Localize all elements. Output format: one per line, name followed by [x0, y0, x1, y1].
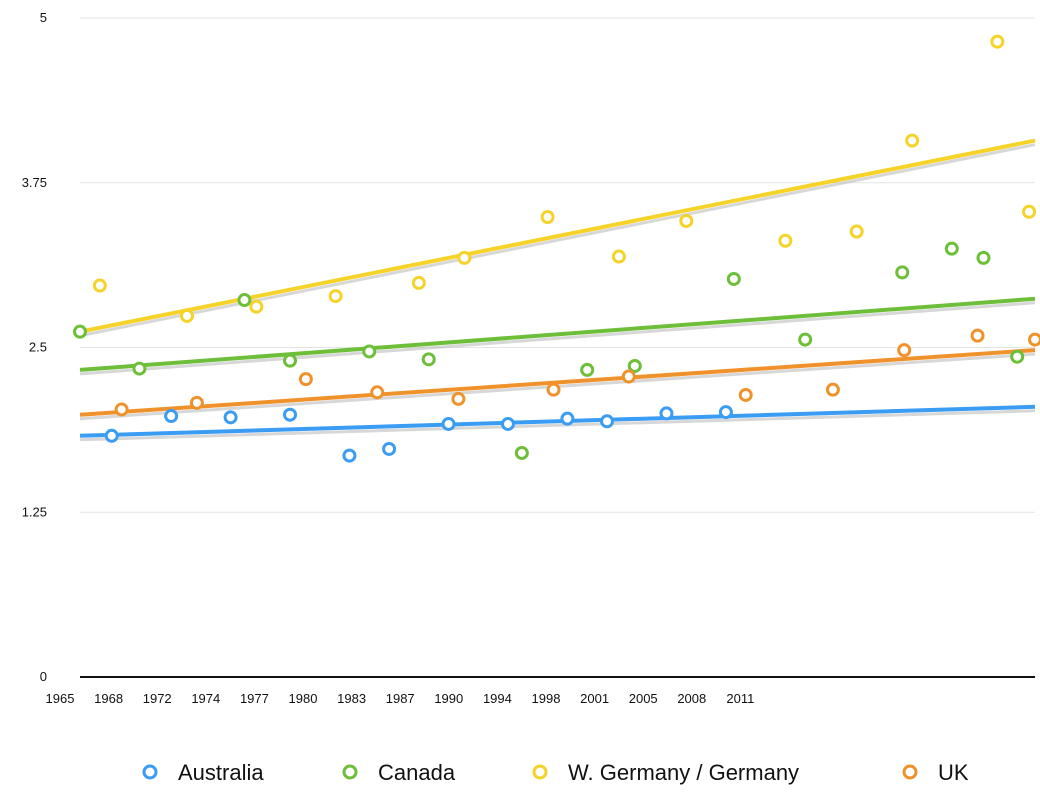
point-uk [972, 330, 983, 341]
point-australia [661, 408, 672, 419]
y-tick-label: 3.75 [22, 175, 47, 190]
point-canada [946, 243, 957, 254]
point-uk [300, 374, 311, 385]
point-uk [116, 404, 127, 415]
point-uk [548, 384, 559, 395]
point-w-germany-germany [330, 291, 341, 302]
point-uk [740, 389, 751, 400]
point-uk [453, 393, 464, 404]
point-uk [372, 387, 383, 398]
x-tick-labels: 1965 1968 1972 1974 1977 1980 1983 1987 1990 1994… [46, 691, 755, 706]
point-canada [285, 355, 296, 366]
point-uk [827, 384, 838, 395]
point-canada [423, 354, 434, 365]
legend-item-uk: UK [904, 760, 969, 785]
point-canada [800, 334, 811, 345]
x-tick-label: 1987 [386, 691, 415, 706]
legend-item-canada: Canada [344, 760, 456, 785]
point-uk [899, 345, 910, 356]
point-canada [629, 360, 640, 371]
point-australia [344, 450, 355, 461]
point-w-germany-germany [992, 36, 1003, 47]
legend-item-w-germany-germany: W. Germany / Germany [534, 760, 799, 785]
x-tick-label: 1983 [337, 691, 366, 706]
point-w-germany-germany [851, 226, 862, 237]
point-australia [166, 411, 177, 422]
y-tick-label: 2.5 [29, 340, 47, 355]
x-tick-label: 1977 [240, 691, 269, 706]
point-w-germany-germany [413, 277, 424, 288]
trendline-w-germany-germany [80, 141, 1035, 332]
point-w-germany-germany [1024, 206, 1035, 217]
point-w-germany-germany [459, 252, 470, 263]
legend-label: Canada [378, 760, 456, 785]
point-w-germany-germany [907, 135, 918, 146]
point-canada [364, 346, 375, 357]
legend-marker [344, 766, 356, 778]
point-canada [582, 364, 593, 375]
point-w-germany-germany [542, 212, 553, 223]
point-australia [384, 443, 395, 454]
legend-label: Australia [178, 760, 264, 785]
point-uk [623, 371, 634, 382]
point-australia [285, 409, 296, 420]
point-australia [502, 418, 513, 429]
legend-label: W. Germany / Germany [568, 760, 799, 785]
x-tick-label: 1990 [434, 691, 463, 706]
y-tick-label: 0 [40, 669, 47, 684]
y-tick-label: 1.25 [22, 504, 47, 519]
point-australia [443, 418, 454, 429]
x-tick-label: 1998 [532, 691, 561, 706]
point-canada [516, 447, 527, 458]
x-tick-label: 2001 [580, 691, 609, 706]
point-canada [728, 273, 739, 284]
y-tick-label: 5 [40, 10, 47, 25]
x-tick-label: 1974 [191, 691, 220, 706]
point-australia [562, 413, 573, 424]
point-uk [191, 397, 202, 408]
x-tick-label: 1968 [94, 691, 123, 706]
point-w-germany-germany [94, 280, 105, 291]
trendline-shadow-australia [80, 411, 1035, 440]
point-canada [134, 363, 145, 374]
point-australia [602, 416, 613, 427]
point-w-germany-germany [613, 251, 624, 262]
x-tick-label: 2008 [677, 691, 706, 706]
x-tick-label: 1994 [483, 691, 512, 706]
point-canada [239, 295, 250, 306]
legend-marker [904, 766, 916, 778]
x-tick-label: 2011 [726, 691, 754, 706]
point-canada [75, 326, 86, 337]
trendline-shadow-w-germany-germany [80, 145, 1035, 336]
y-tick-labels: 0 1.25 2.5 3.75 5 [22, 10, 47, 684]
point-uk [1030, 334, 1040, 345]
x-tick-label: 1980 [289, 691, 318, 706]
point-w-germany-germany [181, 310, 192, 321]
x-tick-label: 2005 [629, 691, 658, 706]
legend: Australia Canada W. Germany / Germany UK [144, 760, 969, 785]
point-canada [1012, 351, 1023, 362]
legend-marker [144, 766, 156, 778]
point-w-germany-germany [681, 215, 692, 226]
legend-label: UK [938, 760, 969, 785]
x-tick-label: 1972 [143, 691, 172, 706]
trendline-australia [80, 407, 1035, 436]
point-canada [897, 267, 908, 278]
point-australia [106, 430, 117, 441]
legend-marker [534, 766, 546, 778]
data-points [75, 36, 1040, 461]
point-australia [225, 412, 236, 423]
gridlines [80, 18, 1035, 512]
point-w-germany-germany [251, 301, 262, 312]
point-australia [720, 407, 731, 418]
point-w-germany-germany [780, 235, 791, 246]
x-tick-label: 1965 [46, 691, 75, 706]
point-canada [978, 252, 989, 263]
legend-item-australia: Australia [144, 760, 264, 785]
